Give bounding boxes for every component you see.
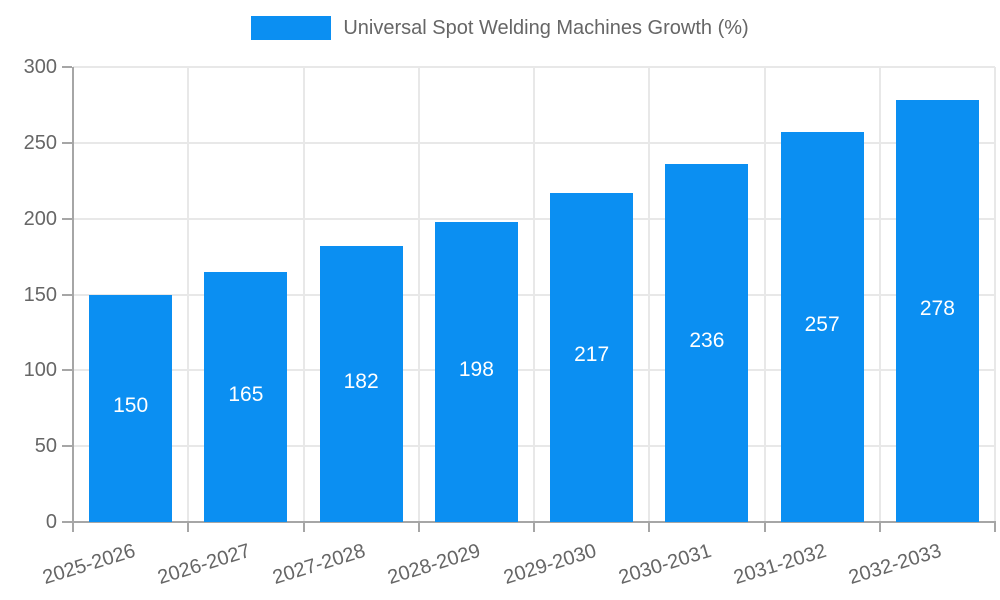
x-axis-tick	[417, 522, 420, 532]
y-axis-tick-label: 100	[23, 359, 57, 382]
x-axis-tick	[302, 522, 305, 532]
y-axis-tick-label: 150	[23, 283, 57, 306]
gridline-vertical	[302, 67, 305, 522]
x-axis-tick	[72, 522, 74, 532]
gridline-vertical	[533, 67, 535, 522]
bar[interactable]	[204, 271, 288, 522]
y-axis-tick-label: 300	[23, 56, 57, 78]
bar[interactable]	[665, 164, 749, 522]
y-axis-tick	[62, 369, 72, 372]
bar[interactable]	[319, 245, 403, 522]
x-axis-tick	[533, 522, 535, 532]
legend[interactable]: Universal Spot Welding Machines Growth (…	[0, 16, 1000, 40]
x-axis-tick	[878, 522, 881, 532]
gridline-vertical	[994, 67, 996, 522]
y-axis-tick-label: 50	[34, 435, 57, 458]
x-axis-tick	[763, 522, 766, 532]
bar[interactable]	[895, 100, 979, 522]
legend-label[interactable]: Universal Spot Welding Machines Growth (…	[343, 16, 749, 39]
gridline-vertical	[878, 67, 881, 522]
bar[interactable]	[780, 132, 864, 522]
y-axis-tick	[62, 445, 72, 448]
gridline-vertical	[417, 67, 420, 522]
bar[interactable]	[434, 221, 518, 522]
y-axis-tick-label: 0	[45, 511, 57, 533]
x-axis-tick	[648, 522, 651, 532]
x-axis-tick	[994, 522, 996, 532]
gridline-vertical	[763, 67, 766, 522]
bar[interactable]	[550, 192, 634, 522]
y-axis-tick	[62, 521, 72, 523]
gridline-vertical	[187, 67, 190, 522]
y-axis-tick	[62, 217, 72, 220]
y-axis-tick-label: 200	[23, 207, 57, 230]
y-axis-tick	[62, 66, 72, 68]
legend-swatch-icon[interactable]	[251, 16, 332, 40]
gridline-vertical	[648, 67, 651, 522]
bar[interactable]	[89, 294, 173, 522]
y-axis-tick	[62, 293, 72, 296]
x-axis-tick	[187, 522, 190, 532]
y-axis-tick	[62, 141, 72, 144]
y-axis-line	[72, 67, 74, 522]
y-axis-tick-label: 250	[23, 131, 57, 154]
